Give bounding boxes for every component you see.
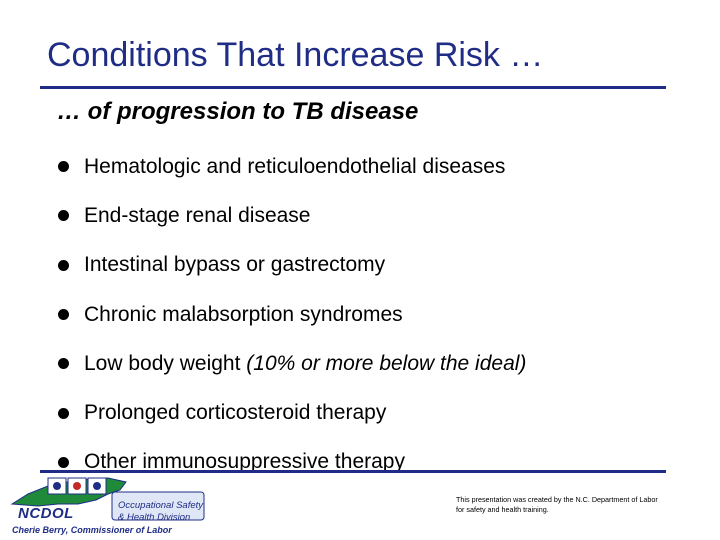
title-divider <box>40 86 666 89</box>
list-item: Other immunosuppressive therapy <box>58 438 526 487</box>
list-item: Intestinal bypass or gastrectomy <box>58 241 526 290</box>
bullet-list: Hematologic and reticuloendothelial dise… <box>58 142 526 487</box>
bullet-icon <box>58 358 69 370</box>
bullet-text: Chronic malabsorption syndromes <box>84 302 403 326</box>
slide-subtitle: … of progression to TB disease <box>57 98 419 125</box>
bullet-icon <box>58 259 69 271</box>
footer-note: This presentation was created by the N.C… <box>456 495 658 514</box>
list-item: End-stage renal disease <box>58 191 526 240</box>
bullet-italic-note: (10% or more below the ideal) <box>246 351 527 375</box>
logo-ncdol-text: NCDOL <box>18 505 74 522</box>
logo-division-text: & Health Division <box>118 512 191 523</box>
list-item: Chronic malabsorption syndromes <box>58 290 526 339</box>
logo-division-text: Occupational Safety <box>118 500 204 511</box>
ncdol-logo <box>10 477 205 521</box>
division-box-icon <box>111 491 205 521</box>
bullet-icon <box>58 210 69 222</box>
logo-commissioner-text: Cherie Berry, Commissioner of Labor <box>12 525 172 535</box>
bullet-text: Low body weight <box>84 351 247 375</box>
bullet-icon <box>58 456 69 468</box>
bullet-text: Prolonged corticosteroid therapy <box>84 401 387 425</box>
bullet-icon <box>58 161 69 173</box>
bullet-icon <box>58 309 69 321</box>
bullet-text: Hematologic and reticuloendothelial dise… <box>84 154 506 178</box>
list-item: Hematologic and reticuloendothelial dise… <box>58 142 526 191</box>
bullet-text: End-stage renal disease <box>84 203 311 227</box>
bullet-text: Other immunosuppressive therapy <box>84 450 405 474</box>
list-item: Low body weight (10% or more below the i… <box>58 339 526 388</box>
bullet-icon <box>58 407 69 419</box>
footer-divider <box>40 470 666 473</box>
list-item: Prolonged corticosteroid therapy <box>58 388 526 437</box>
bullet-text: Intestinal bypass or gastrectomy <box>84 253 386 277</box>
slide-title: Conditions That Increase Risk … <box>47 36 544 74</box>
